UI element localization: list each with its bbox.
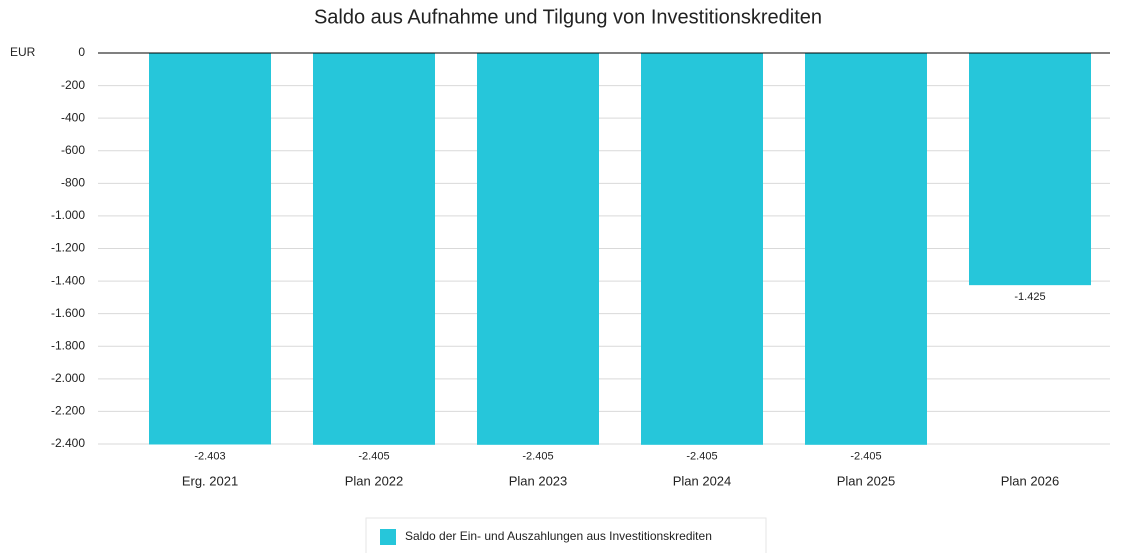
y-tick-label: -400 bbox=[61, 110, 85, 124]
y-tick-label: -2.200 bbox=[51, 404, 85, 418]
legend-swatch bbox=[380, 529, 396, 545]
value-label: -2.405 bbox=[686, 451, 717, 463]
y-tick-label: -1.200 bbox=[51, 241, 85, 255]
x-tick-label: Plan 2026 bbox=[1001, 473, 1060, 488]
bar bbox=[149, 53, 271, 445]
x-tick-label: Erg. 2021 bbox=[182, 473, 238, 488]
bar bbox=[313, 53, 435, 445]
legend-label: Saldo der Ein- und Auszahlungen aus Inve… bbox=[405, 529, 712, 543]
y-tick-label: -800 bbox=[61, 176, 85, 190]
bar bbox=[969, 53, 1091, 286]
y-tick-label: -1.400 bbox=[51, 273, 85, 287]
y-tick-label: -2.400 bbox=[51, 436, 85, 450]
y-tick-label: -200 bbox=[61, 78, 85, 92]
chart-title: Saldo aus Aufnahme und Tilgung von Inves… bbox=[314, 6, 822, 28]
bar bbox=[641, 53, 763, 445]
bar bbox=[477, 53, 599, 445]
bar bbox=[805, 53, 927, 445]
y-unit: EUR bbox=[10, 45, 36, 59]
y-tick-label: -600 bbox=[61, 143, 85, 157]
value-label: -2.405 bbox=[850, 451, 881, 463]
value-label: -2.405 bbox=[522, 451, 553, 463]
y-tick-label: 0 bbox=[78, 45, 85, 59]
value-label: -2.405 bbox=[358, 451, 389, 463]
x-tick-label: Plan 2022 bbox=[345, 473, 404, 488]
y-tick-label: -2.000 bbox=[51, 371, 85, 385]
x-tick-label: Plan 2024 bbox=[673, 473, 732, 488]
y-tick-label: -1.800 bbox=[51, 338, 85, 352]
x-tick-label: Plan 2023 bbox=[509, 473, 568, 488]
y-tick-label: -1.000 bbox=[51, 208, 85, 222]
legend-box bbox=[365, 517, 767, 553]
value-label: -1.425 bbox=[1014, 291, 1045, 303]
y-tick-label: -1.600 bbox=[51, 306, 85, 320]
value-label: -2.403 bbox=[194, 450, 225, 462]
x-tick-label: Plan 2025 bbox=[837, 473, 896, 488]
